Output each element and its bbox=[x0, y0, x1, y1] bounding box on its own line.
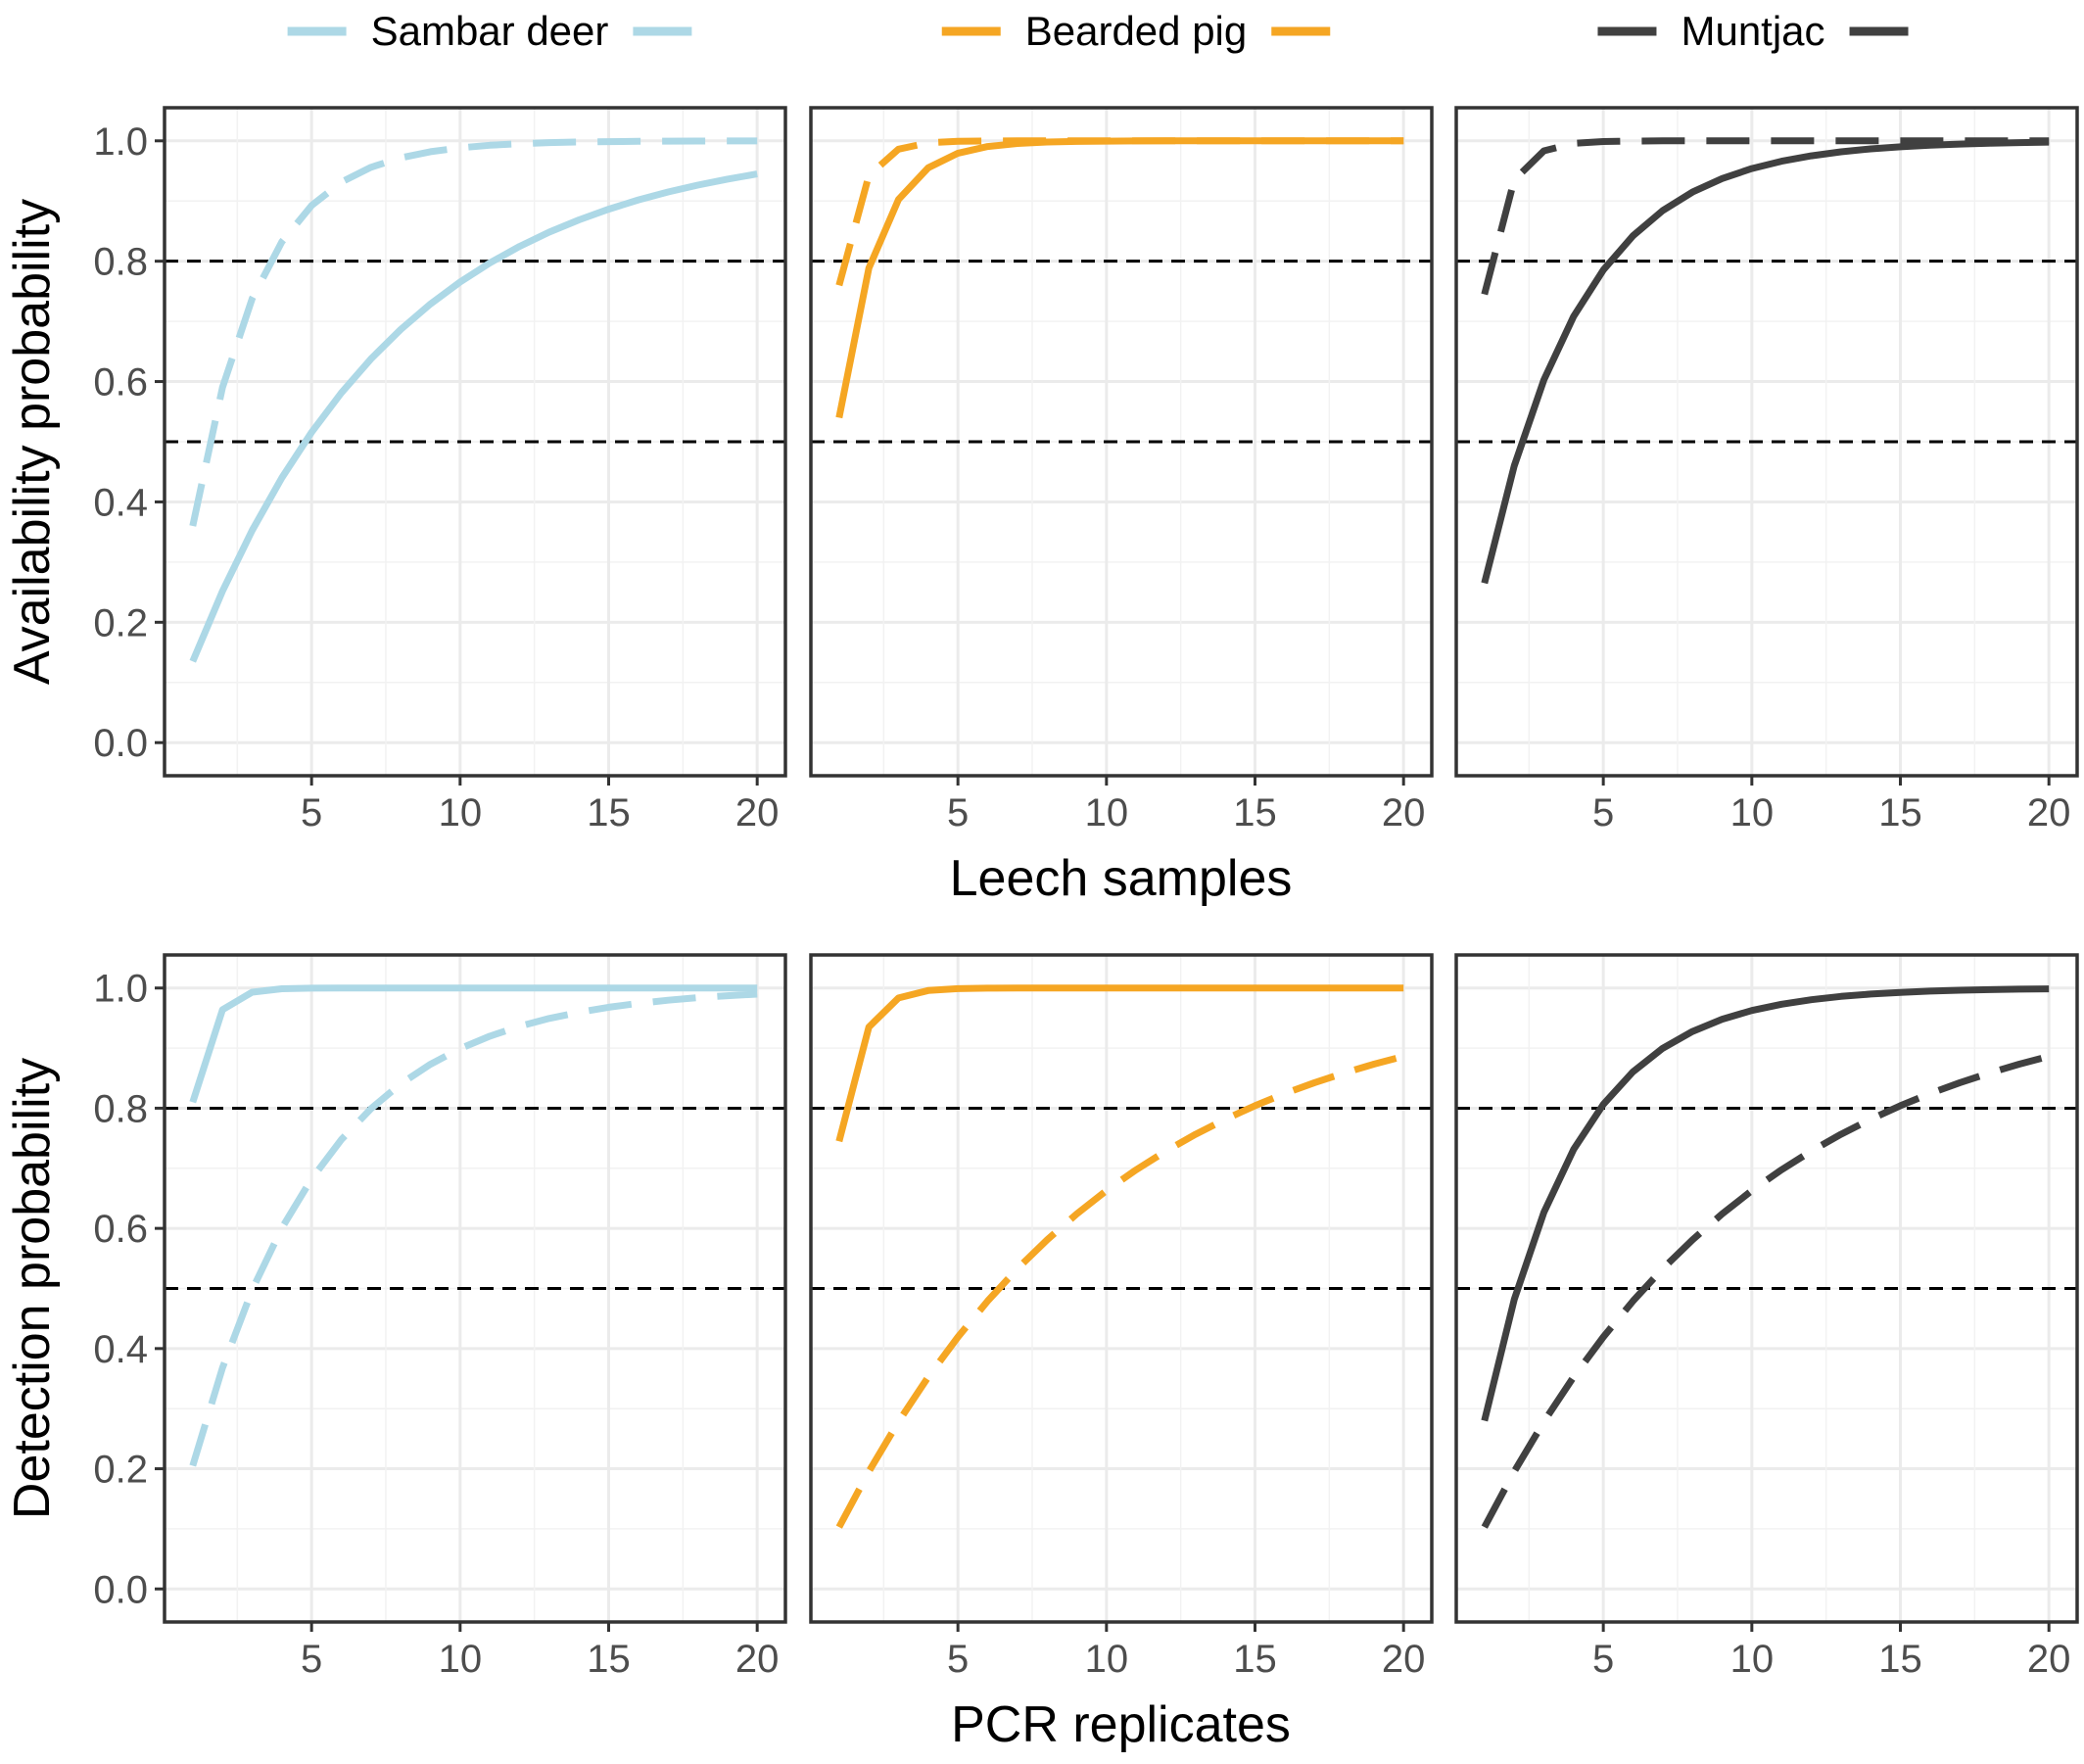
x-tick-label: 5 bbox=[947, 791, 969, 834]
x-tick-label: 10 bbox=[1085, 1638, 1129, 1681]
x-tick-label: 20 bbox=[2027, 791, 2071, 834]
x-tick-label: 15 bbox=[1878, 1638, 1922, 1681]
y-tick-label: 0.8 bbox=[93, 1087, 148, 1130]
y-tick-label: 0.2 bbox=[93, 1449, 148, 1492]
x-tick-label: 5 bbox=[301, 1638, 322, 1681]
y-tick-label: 0.2 bbox=[93, 601, 148, 644]
y-tick-label: 0.0 bbox=[93, 1568, 148, 1611]
x-tick-label: 15 bbox=[1233, 791, 1277, 834]
series-line-dashed bbox=[189, 137, 758, 527]
series-line-solid bbox=[1481, 985, 2050, 1422]
y-tick-label: 0.6 bbox=[93, 361, 148, 405]
panel-detection-muntjac: 5 10 15 20 bbox=[1454, 953, 2079, 1681]
panel-grid: 5 10 15 20 0.0 0.2 0.4 0.6 0.8 1.0 5 10 15 20 5 10 15 20 L… bbox=[4, 106, 2079, 1753]
x-tick-label: 5 bbox=[947, 1638, 969, 1681]
legend-label: Muntjac bbox=[1681, 8, 1824, 54]
x-tick-label: 15 bbox=[587, 791, 631, 834]
x-tick-label: 10 bbox=[1730, 791, 1775, 834]
x-axis-title: Leech samples bbox=[950, 850, 1293, 907]
legend: Sambar deer Bearded pig Muntjac bbox=[287, 8, 1909, 54]
legend-item-sambar-deer: Sambar deer bbox=[287, 8, 692, 54]
y-tick-label: 0.8 bbox=[93, 241, 148, 284]
panel-border bbox=[163, 106, 787, 778]
y-tick-label: 0.6 bbox=[93, 1208, 148, 1251]
y-tick-label: 0.4 bbox=[93, 1328, 148, 1371]
x-tick-label: 20 bbox=[1382, 1638, 1426, 1681]
x-tick-label: 15 bbox=[1878, 791, 1922, 834]
series-line-solid bbox=[189, 170, 758, 663]
x-tick-label: 5 bbox=[1592, 791, 1614, 834]
y-tick-label: 0.4 bbox=[93, 481, 148, 524]
panel-availability-muntjac: 5 10 15 20 bbox=[1454, 106, 2079, 834]
panel-border bbox=[1454, 953, 2079, 1624]
series-line-dashed bbox=[1481, 137, 2050, 296]
series-line-dashed bbox=[835, 1053, 1405, 1529]
x-tick-label: 5 bbox=[1592, 1638, 1614, 1681]
panel-border bbox=[809, 953, 1434, 1624]
y-tick-label: 1.0 bbox=[93, 120, 148, 164]
panel-availability-sambar-deer: 5 10 15 20 0.0 0.2 0.4 0.6 0.8 1.0 bbox=[93, 106, 787, 834]
x-tick-label: 20 bbox=[2027, 1638, 2071, 1681]
panel-border bbox=[163, 953, 787, 1624]
x-tick-label: 15 bbox=[1233, 1638, 1277, 1681]
series-line-solid bbox=[1481, 138, 2050, 585]
legend-label: Sambar deer bbox=[371, 8, 609, 54]
y-axis-title: Detection probability bbox=[4, 1058, 61, 1519]
legend-item-bearded-pig: Bearded pig bbox=[941, 8, 1331, 54]
x-tick-label: 15 bbox=[587, 1638, 631, 1681]
series-line-dashed bbox=[1481, 1053, 2051, 1529]
x-tick-label: 20 bbox=[1382, 791, 1426, 834]
x-tick-label: 10 bbox=[439, 1638, 483, 1681]
x-tick-label: 10 bbox=[439, 791, 483, 834]
x-axis-title: PCR replicates bbox=[951, 1696, 1291, 1753]
x-tick-label: 5 bbox=[301, 791, 322, 834]
y-tick-label: 0.0 bbox=[93, 722, 148, 765]
series-line-solid bbox=[189, 984, 758, 1104]
x-tick-label: 20 bbox=[735, 791, 780, 834]
x-tick-label: 10 bbox=[1085, 791, 1129, 834]
y-tick-label: 1.0 bbox=[93, 968, 148, 1011]
panel-border bbox=[809, 106, 1434, 778]
legend-label: Bearded pig bbox=[1025, 8, 1248, 54]
panel-detection-sambar-deer: 5 10 15 20 0.0 0.2 0.4 0.6 0.8 1.0 bbox=[93, 953, 787, 1681]
panel-availability-bearded-pig: 5 10 15 20 bbox=[809, 106, 1434, 834]
x-tick-label: 20 bbox=[735, 1638, 780, 1681]
y-axis-title: Availability probability bbox=[4, 199, 61, 685]
series-line-solid bbox=[835, 984, 1404, 1143]
series-line-solid bbox=[835, 137, 1404, 419]
x-tick-label: 10 bbox=[1730, 1638, 1775, 1681]
legend-item-muntjac: Muntjac bbox=[1597, 8, 1909, 54]
series-line-dashed bbox=[835, 137, 1404, 287]
panel-border bbox=[1454, 106, 2079, 778]
panel-detection-bearded-pig: 5 10 15 20 bbox=[809, 953, 1434, 1681]
series-line-dashed bbox=[189, 990, 758, 1467]
